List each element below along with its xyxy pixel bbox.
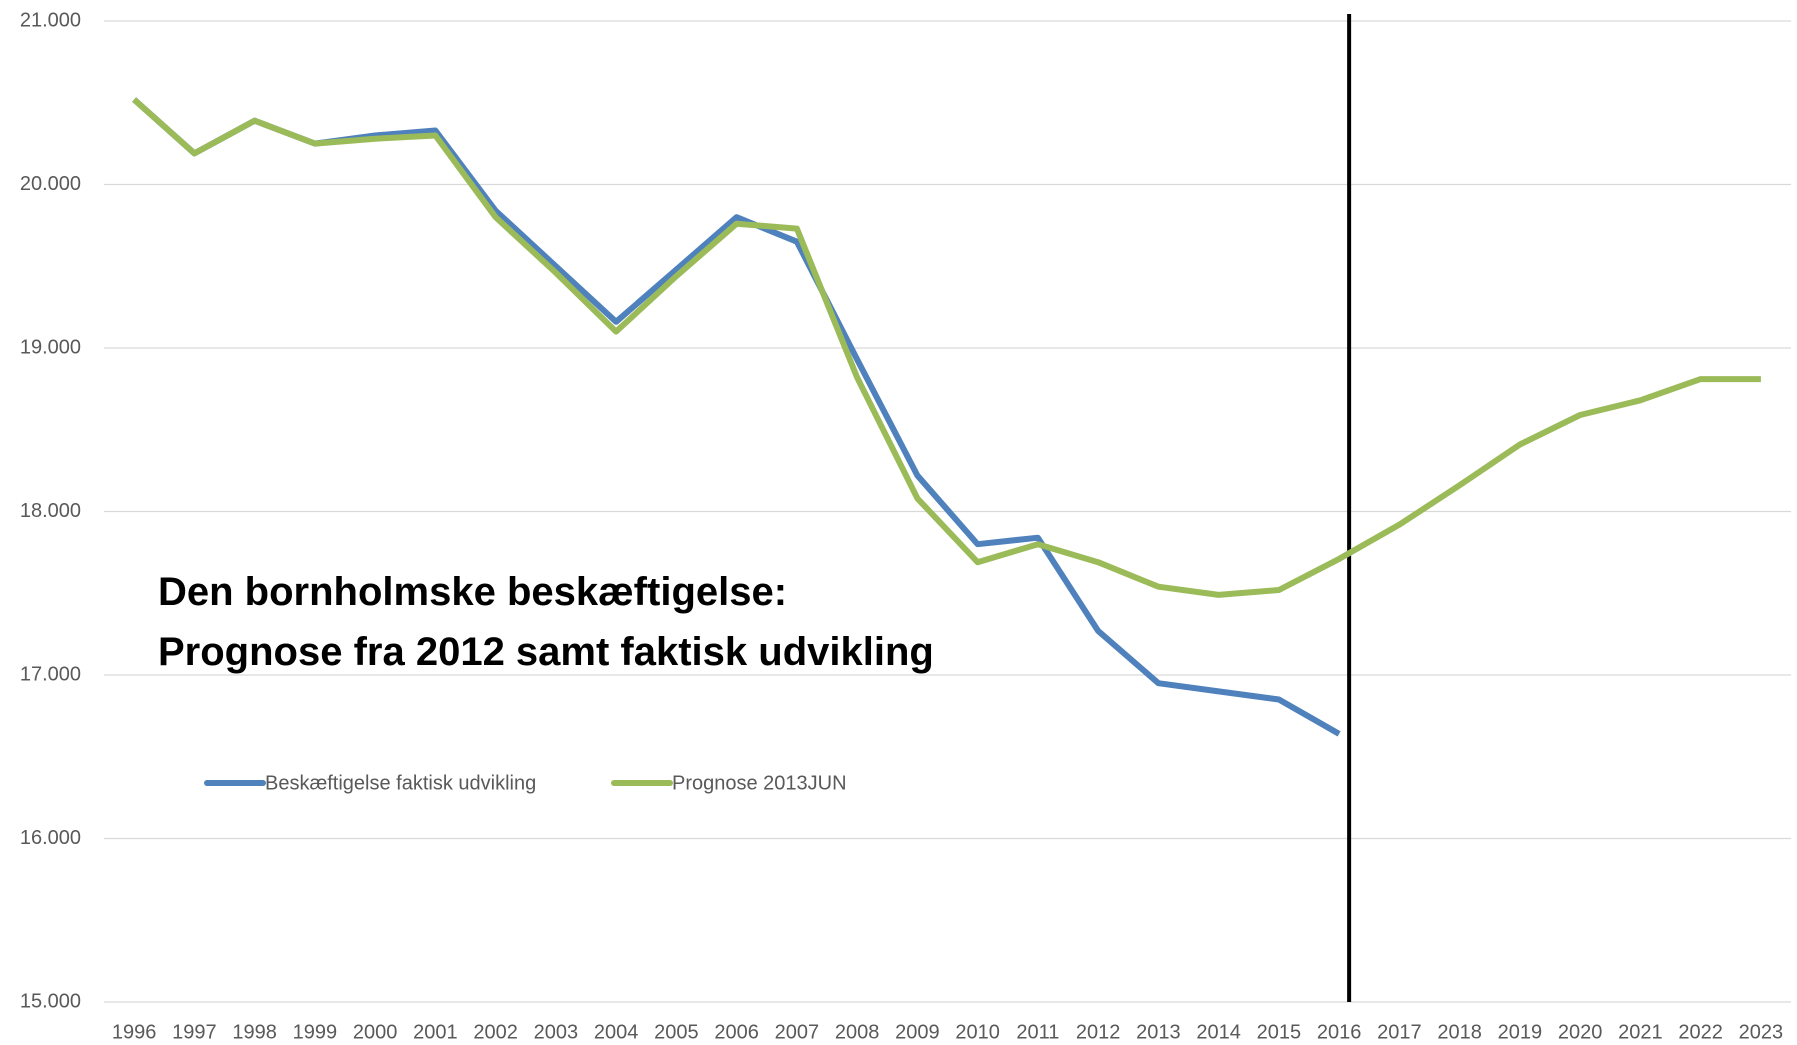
x-tick-label: 2017: [1377, 1021, 1422, 1043]
x-tick-label: 1998: [232, 1021, 277, 1043]
x-tick-label: 2011: [1016, 1021, 1059, 1043]
series-line: [132, 97, 1761, 598]
chart-title: Den bornholmske beskæftigelse:: [158, 570, 787, 614]
y-tick-label: 15.000: [20, 990, 81, 1012]
x-tick-label: 2019: [1498, 1021, 1543, 1043]
x-tick-label: 2004: [594, 1021, 639, 1043]
x-tick-label: 2003: [534, 1021, 579, 1043]
legend-label: Prognose 2013JUN: [672, 772, 847, 794]
legend-label: Beskæftigelse faktisk udvikling: [265, 772, 536, 794]
x-tick-label: 2007: [775, 1021, 820, 1043]
x-tick-label: 2006: [714, 1021, 759, 1043]
x-tick-label: 2022: [1678, 1021, 1723, 1043]
y-tick-label: 19.000: [20, 336, 81, 358]
y-tick-label: 18.000: [20, 500, 81, 522]
x-tick-label: 2016: [1317, 1021, 1362, 1043]
x-tick-label: 2014: [1196, 1021, 1241, 1043]
y-tick-label: 16.000: [20, 827, 81, 849]
x-tick-label: 2018: [1437, 1021, 1482, 1043]
x-tick-label: 1996: [112, 1021, 157, 1043]
x-tick-label: 2009: [895, 1021, 940, 1043]
x-tick-label: 2001: [413, 1021, 458, 1043]
x-tick-label: 2008: [835, 1021, 880, 1043]
x-tick-label: 2020: [1558, 1021, 1603, 1043]
x-tick-label: 2000: [353, 1021, 398, 1043]
x-tick-label: 2010: [955, 1021, 1000, 1043]
x-tick-label: 2002: [473, 1021, 518, 1043]
y-tick-label: 17.000: [20, 663, 81, 685]
x-tick-label: 2005: [654, 1021, 699, 1043]
y-tick-label: 20.000: [20, 173, 81, 195]
x-tick-label: 2012: [1076, 1021, 1121, 1043]
x-tick-label: 2013: [1136, 1021, 1181, 1043]
x-tick-label: 1999: [293, 1021, 338, 1043]
chart-title: Prognose fra 2012 samt faktisk udvikling: [158, 630, 934, 674]
x-tick-label: 2015: [1257, 1021, 1302, 1043]
y-tick-label: 21.000: [20, 9, 81, 31]
x-tick-label: 2021: [1618, 1021, 1663, 1043]
x-tick-label: 1997: [172, 1021, 217, 1043]
x-tick-label: 2023: [1739, 1021, 1784, 1043]
